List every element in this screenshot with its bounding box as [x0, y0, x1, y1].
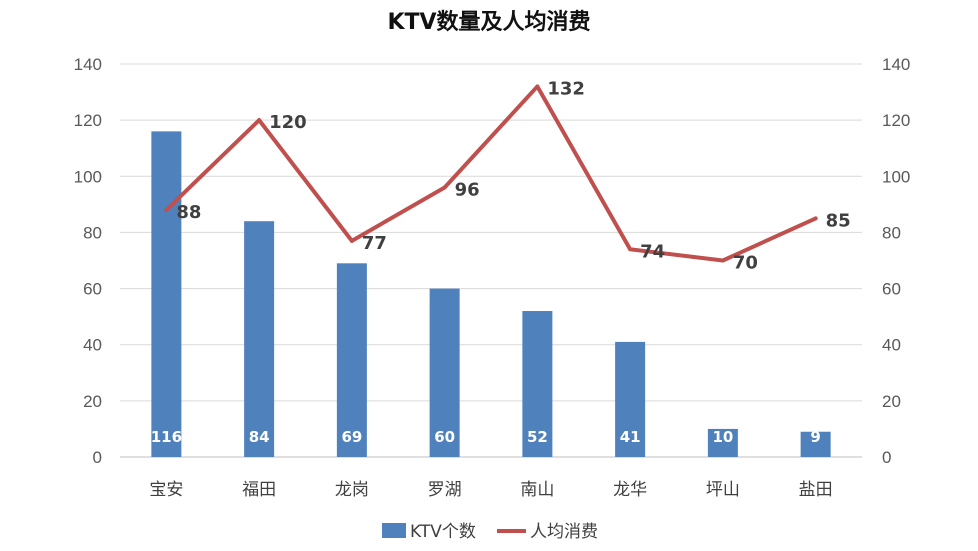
- bar-data-label: 69: [341, 428, 362, 446]
- line-point: [257, 118, 262, 123]
- line-data-label: 132: [547, 78, 585, 99]
- line-point: [164, 207, 169, 212]
- x-category-label: 南山: [520, 480, 554, 500]
- line-point: [720, 258, 725, 263]
- y-tick-label-right: 100: [882, 167, 910, 186]
- bar: [244, 221, 275, 457]
- x-category-label: 福田: [242, 480, 276, 500]
- legend-label-line: 人均消费: [530, 522, 598, 542]
- line-data-label: 70: [733, 253, 758, 274]
- y-tick-label-left: 0: [93, 448, 102, 467]
- bar-data-label: 9: [810, 428, 820, 446]
- y-tick-label-left: 60: [83, 280, 102, 299]
- bar-data-label: 60: [434, 428, 455, 446]
- bar: [429, 288, 460, 457]
- y-tick-label-left: 120: [74, 111, 102, 130]
- line-data-label: 88: [176, 202, 201, 223]
- legend-swatch-bar: [382, 523, 406, 538]
- bar: [336, 263, 367, 457]
- bar: [800, 431, 831, 457]
- x-category-label: 龙岗: [335, 480, 369, 500]
- y-tick-label-left: 100: [74, 167, 102, 186]
- y-tick-label-left: 140: [74, 55, 102, 74]
- chart-title: KTV数量及人均消费: [387, 10, 591, 35]
- x-category-label: 盐田: [799, 480, 833, 500]
- x-category-label: 龙华: [613, 480, 647, 500]
- bar-data-label: 116: [151, 428, 182, 446]
- bar-data-label: 10: [712, 428, 733, 446]
- bar-data-label: 84: [249, 428, 270, 446]
- bar: [707, 428, 738, 457]
- line-series: [164, 84, 818, 263]
- line-data-label: 85: [826, 210, 851, 231]
- line-data-label: 77: [362, 233, 387, 254]
- y-tick-label-right: 20: [882, 392, 901, 411]
- y-tick-label-left: 80: [83, 223, 102, 242]
- line-point: [442, 185, 447, 190]
- bar: [522, 311, 553, 457]
- line-data-label: 74: [640, 241, 665, 262]
- line-data-label: 96: [455, 180, 480, 201]
- x-category-label: 罗湖: [428, 480, 462, 500]
- bar-data-label: 41: [620, 428, 641, 446]
- line-point: [535, 84, 540, 89]
- x-category-label: 坪山: [706, 480, 740, 500]
- y-tick-label-right: 120: [882, 111, 910, 130]
- y-tick-label-right: 140: [882, 55, 910, 74]
- line-point: [628, 247, 633, 252]
- bar-data-label: 52: [527, 428, 548, 446]
- bar: [615, 341, 646, 457]
- line-point: [349, 238, 354, 243]
- x-category-label: 宝安: [149, 480, 183, 500]
- y-tick-label-left: 20: [83, 392, 102, 411]
- y-tick-label-left: 40: [83, 336, 102, 355]
- line-data-label: 120: [269, 112, 307, 133]
- bar: [151, 131, 182, 457]
- line-point: [813, 216, 818, 221]
- y-tick-label-right: 0: [882, 448, 891, 467]
- y-tick-label-right: 80: [882, 223, 901, 242]
- legend-label-bar: KTV个数: [410, 522, 476, 542]
- y-tick-label-right: 40: [882, 336, 901, 355]
- y-tick-label-right: 60: [882, 280, 901, 299]
